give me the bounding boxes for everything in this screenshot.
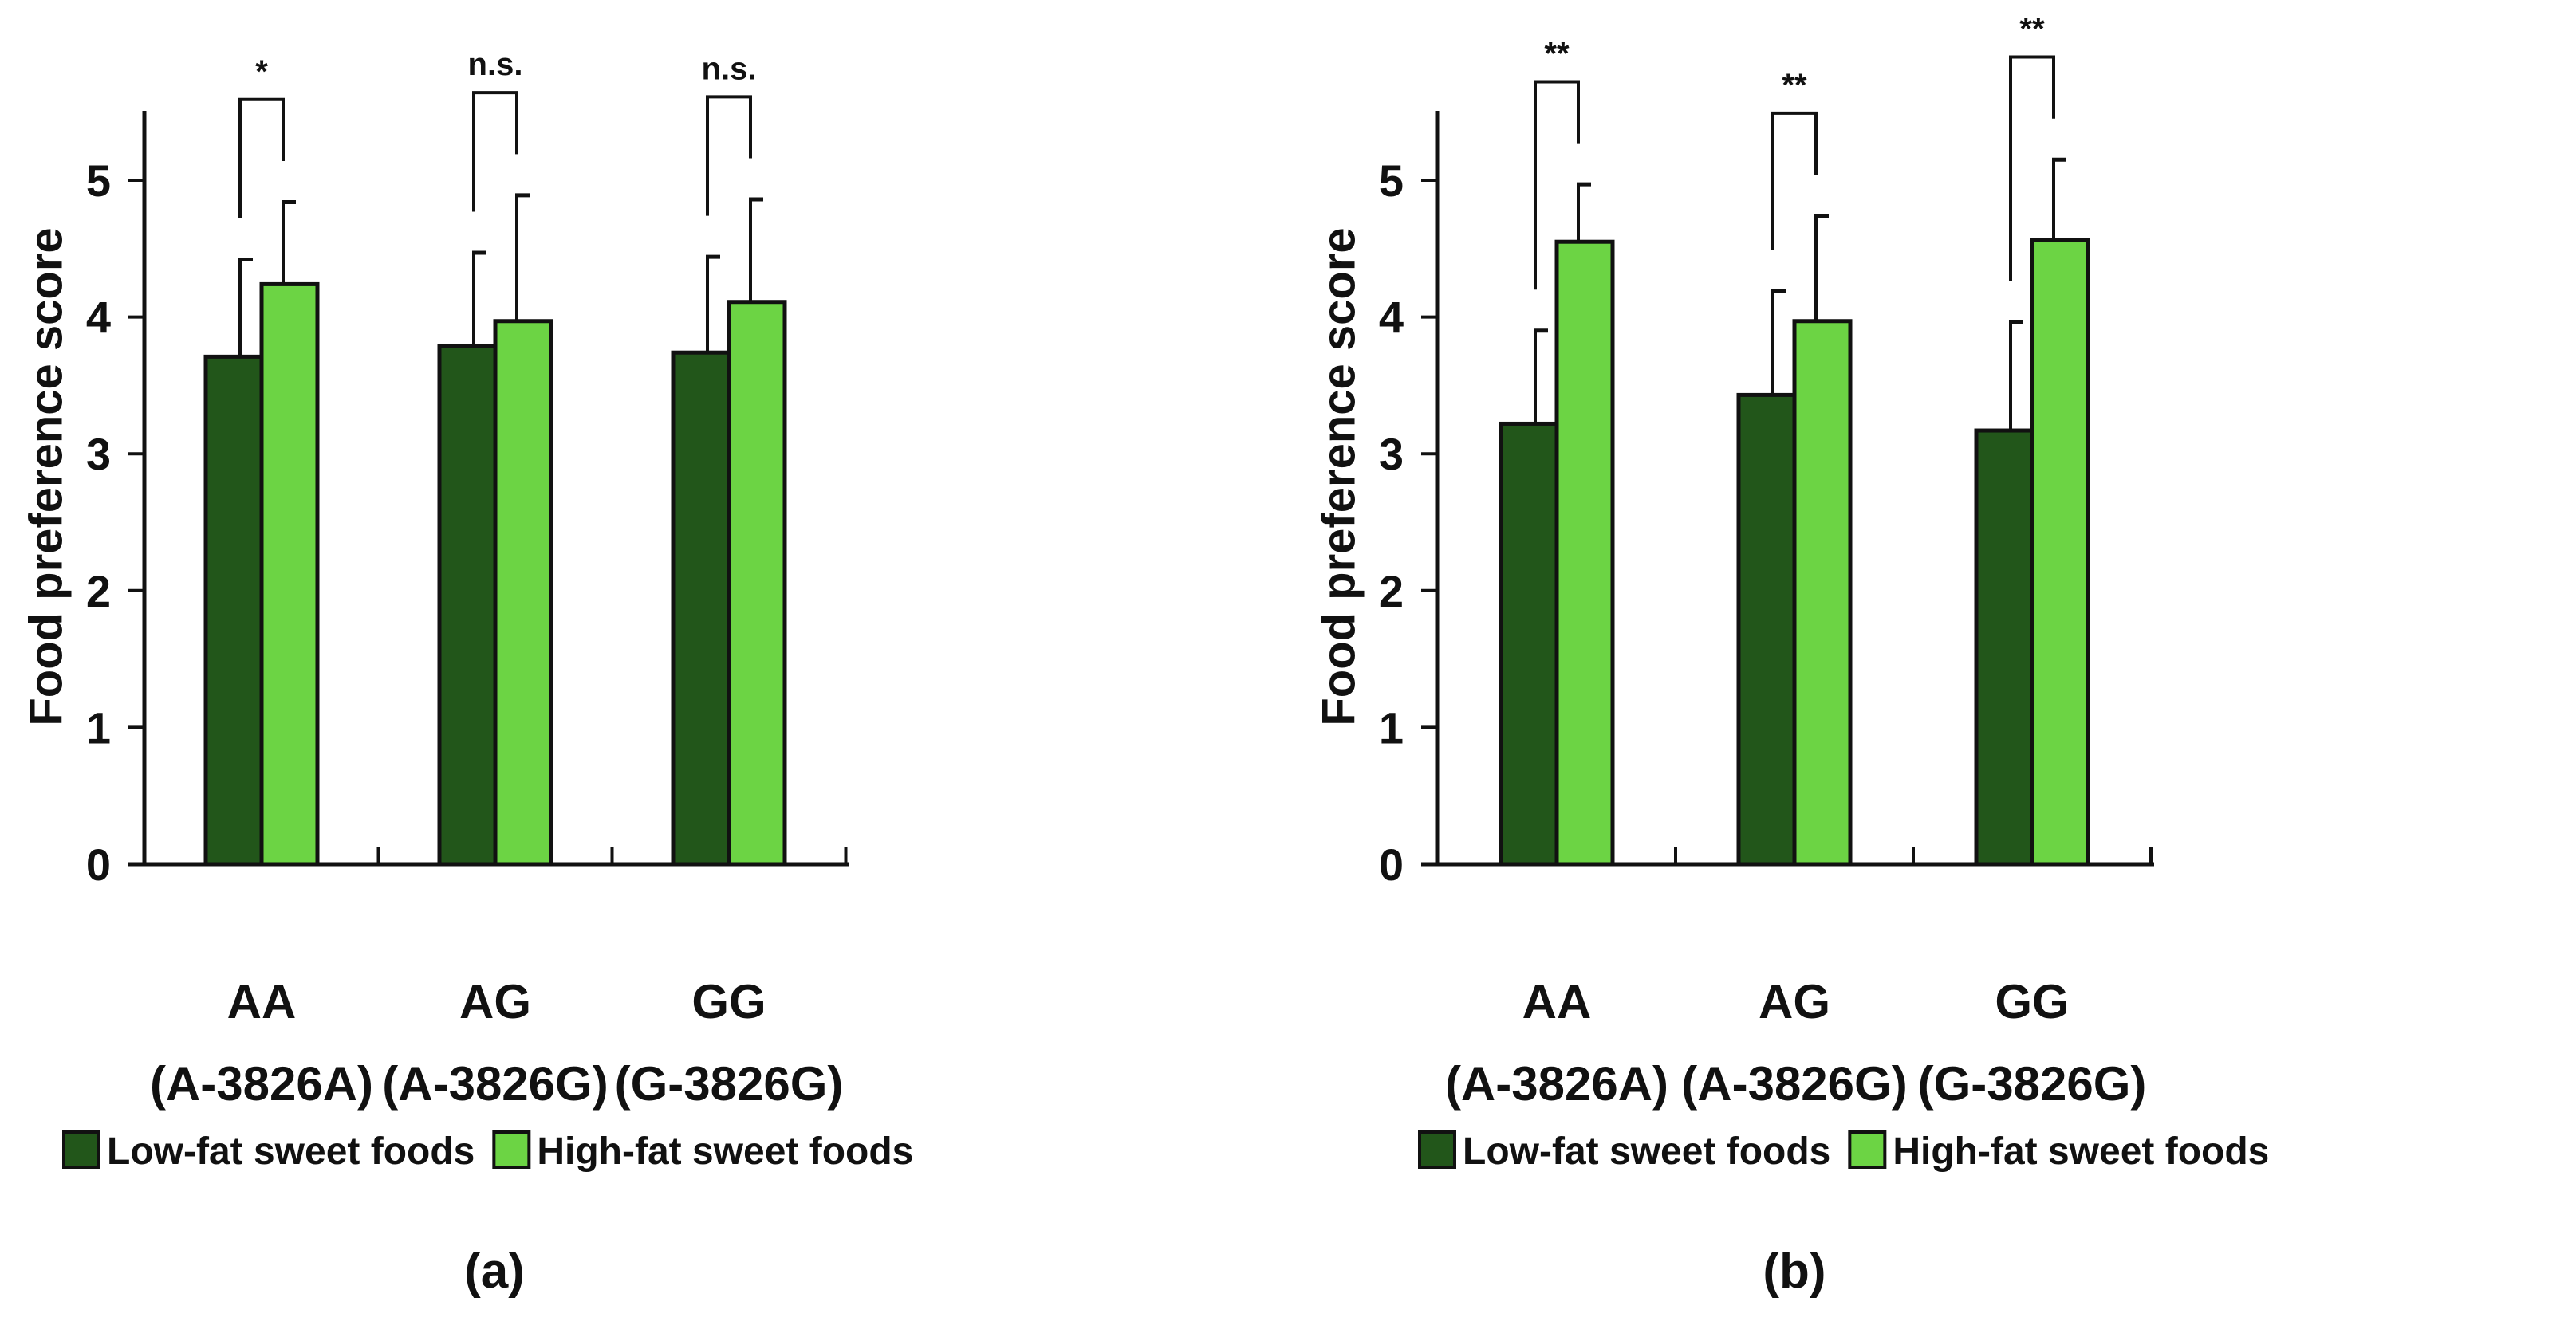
- x-category-sublabel: (A-3826A): [1445, 1057, 1668, 1111]
- legend-swatch: [1848, 1130, 1887, 1169]
- panel-label: (a): [464, 1244, 525, 1299]
- y-axis-label: Food preference score: [20, 227, 72, 725]
- x-category-label: AG: [1759, 975, 1830, 1028]
- chart-panel-b: Food preference score 0 1 2 3 4 5 ** AA (A-3826A)…: [1313, 12, 2269, 1299]
- y-tick-label: 0: [86, 839, 111, 890]
- significance-bracket: [238, 97, 285, 219]
- significance-bracket: [1534, 80, 1580, 290]
- bar-high-fat: [2030, 238, 2090, 867]
- x-category-label: GG: [1995, 975, 2069, 1028]
- x-category-label: AA: [227, 975, 297, 1028]
- legend-label: High-fat sweet foods: [1893, 1130, 2269, 1173]
- significance-label: **: [1544, 36, 1570, 71]
- y-tick-label: 1: [1379, 702, 1404, 753]
- significance-label: *: [255, 54, 268, 89]
- y-axis-label: Food preference score: [1313, 227, 1365, 725]
- x-category-label: AA: [1522, 975, 1592, 1028]
- y-tick-label: 1: [86, 702, 111, 753]
- x-category-sublabel: (A-3826G): [1681, 1057, 1907, 1111]
- x-category-sublabel: (A-3826G): [382, 1057, 608, 1111]
- y-tick-label: 4: [1379, 293, 1404, 343]
- legend-swatch: [62, 1130, 100, 1169]
- x-category-sublabel: (G-3826G): [1918, 1057, 2147, 1111]
- x-category-label: AG: [459, 975, 531, 1028]
- bar-low-fat: [1736, 392, 1797, 867]
- significance-bracket: [706, 95, 752, 216]
- significance-label: n.s.: [702, 51, 757, 86]
- legend-swatch: [492, 1130, 531, 1169]
- bar-low-fat: [1499, 421, 1559, 867]
- y-tick-label: 5: [1379, 155, 1404, 206]
- bar-low-fat: [671, 350, 731, 867]
- bar-high-fat: [727, 300, 787, 867]
- x-category-sublabel: (A-3826A): [150, 1057, 373, 1111]
- y-tick-label: 3: [1379, 429, 1404, 479]
- legend-label: Low-fat sweet foods: [1463, 1130, 1830, 1173]
- bar-high-fat: [1554, 239, 1615, 867]
- bar-high-fat: [493, 319, 553, 867]
- legend-swatch: [1418, 1130, 1456, 1169]
- y-tick-label: 0: [1379, 839, 1404, 890]
- significance-label: **: [2019, 12, 2045, 47]
- x-category-sublabel: (G-3826G): [615, 1057, 844, 1111]
- y-tick-label: 4: [86, 293, 111, 343]
- y-tick-label: 3: [86, 429, 111, 479]
- y-tick-label: 2: [1379, 566, 1404, 616]
- significance-bracket: [472, 91, 518, 212]
- significance-label: **: [1782, 68, 1807, 103]
- bar-low-fat: [203, 354, 264, 867]
- y-tick-label: 5: [86, 155, 111, 206]
- bar-low-fat: [1974, 428, 2034, 867]
- legend-label: Low-fat sweet foods: [107, 1130, 475, 1173]
- legend-label: High-fat sweet foods: [537, 1130, 913, 1173]
- bar-low-fat: [437, 344, 498, 867]
- panel-label: (b): [1763, 1244, 1826, 1299]
- bar-high-fat: [259, 281, 320, 867]
- bar-high-fat: [1792, 319, 1853, 867]
- x-category-label: GG: [691, 975, 766, 1028]
- chart-panel-a: Food preference score 0 1 2 3 4 5 * AA (A-3826A) n…: [20, 47, 913, 1299]
- significance-label: n.s.: [468, 47, 523, 82]
- significance-bracket: [1771, 111, 1818, 250]
- y-tick-label: 2: [86, 566, 111, 616]
- significance-bracket: [2009, 55, 2055, 281]
